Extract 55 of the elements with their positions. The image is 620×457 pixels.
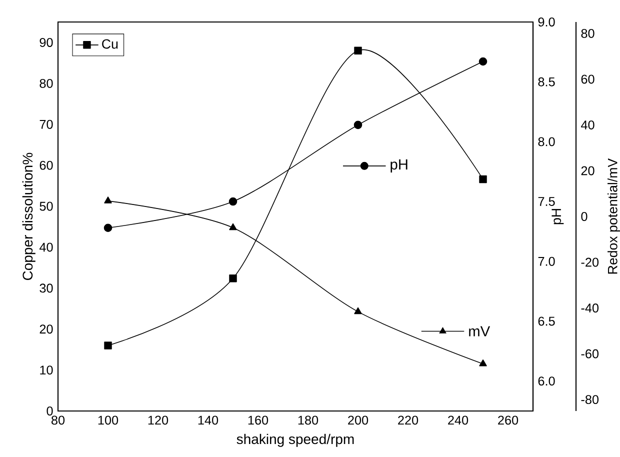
legend-label: mV [469, 326, 490, 336]
point [104, 196, 112, 204]
y3-axis-title: Redox potential/mV [608, 158, 620, 274]
legend-label: Cu [102, 39, 118, 49]
y-tick-label: 10 [40, 366, 53, 375]
y-tick-label: 30 [40, 284, 53, 293]
point [104, 342, 112, 350]
y-tick-label: 50 [40, 202, 53, 211]
y2-tick-label: 7.5 [538, 197, 555, 206]
x-tick-label: 160 [248, 416, 268, 425]
y2-tick-label: 7.0 [538, 256, 555, 266]
point [354, 120, 362, 130]
point [104, 224, 112, 232]
point [229, 223, 237, 230]
y3-tick-label: 20 [581, 166, 594, 176]
y3-tick-label: -60 [581, 349, 599, 358]
y-axis-title: Copper dissolution% [22, 152, 36, 280]
y2-tick-label: 9.0 [538, 18, 555, 26]
x-tick-label: 120 [148, 416, 168, 425]
x-tick-label: 180 [298, 416, 318, 425]
y-tick-label: 80 [40, 78, 53, 88]
y3-tick-label: 60 [581, 74, 594, 84]
y-tick-label: 90 [40, 38, 53, 47]
point [478, 57, 488, 66]
y2-tick-label: 6.0 [538, 376, 555, 386]
x-tick-label: 220 [398, 416, 418, 425]
y3-tick-label: -20 [581, 258, 599, 267]
x-tick-label: 260 [498, 416, 518, 425]
y-tick-label: 40 [39, 242, 53, 252]
point [228, 197, 238, 206]
x-tick-label: 100 [98, 416, 118, 425]
y3-tick-label: 40 [581, 120, 594, 130]
y-tick-label: 60 [40, 160, 53, 170]
y2-tick-label: 8.5 [538, 77, 555, 86]
y3-tick-label: 80 [581, 28, 594, 38]
y2-tick-label: 8.0 [538, 137, 555, 146]
y2-tick-label: 6.5 [538, 316, 555, 326]
y3-tick-label: 0 [581, 212, 588, 221]
y-tick-label: 0 [46, 406, 53, 416]
y-tick-label: 20 [40, 324, 53, 334]
point [479, 175, 487, 184]
point [229, 274, 237, 282]
x-axis-title: shaking speed/rpm [236, 434, 354, 447]
x-tick-label: 140 [198, 416, 218, 425]
point [479, 359, 487, 366]
y3-tick-label: -40 [581, 304, 599, 313]
y3-tick-label: -80 [581, 395, 599, 404]
x-tick-label: 200 [348, 416, 368, 425]
point [354, 46, 362, 55]
legend-label: pH [390, 159, 408, 172]
y-tick-label: 70 [40, 120, 53, 129]
x-tick-label: 80 [52, 416, 65, 425]
x-tick-label: 240 [448, 416, 468, 425]
point [354, 307, 362, 314]
y2-axis-title: pH [552, 209, 564, 224]
